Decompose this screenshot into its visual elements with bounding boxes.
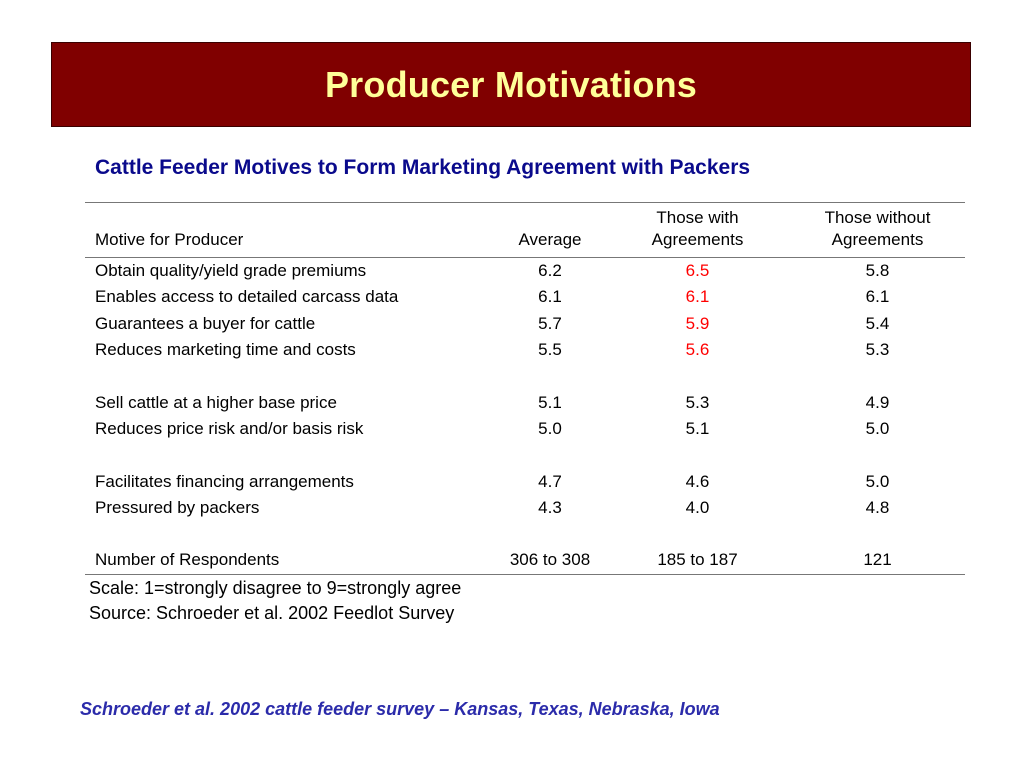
respondents-row: Number of Respondents 306 to 308 185 to … (85, 547, 965, 575)
average-cell: 6.1 (538, 287, 562, 307)
average-cell: 4.7 (538, 471, 562, 491)
without-agreements-cell: 4.8 (865, 497, 890, 517)
header-without-agreements: Those without Agreements (790, 203, 965, 258)
header-with-line2: Agreements (651, 230, 744, 249)
footer-citation: Schroeder et al. 2002 cattle feeder surv… (80, 699, 720, 719)
average-cell: 306 to 308 (509, 550, 591, 570)
header-row: Motive for Producer Average Those with A… (85, 202, 965, 258)
header-without-line1: Those without (824, 208, 931, 227)
slide-title: Producer Motivations (324, 63, 698, 105)
spacer-row (85, 442, 965, 468)
title-bar: Producer Motivations (51, 42, 971, 127)
header-average: Average (518, 230, 582, 249)
table-row: Guarantees a buyer for cattle 5.7 5.9 5.… (85, 311, 965, 337)
with-agreements-cell: 4.0 (685, 497, 710, 517)
spacer-row (85, 363, 965, 389)
motive-cell: Enables access to detailed carcass data (95, 287, 399, 307)
motive-cell: Obtain quality/yield grade premiums (95, 261, 367, 281)
without-agreements-cell: 121 (863, 550, 892, 570)
source-note: Source: Schroeder et al. 2002 Feedlot Su… (89, 603, 455, 623)
with-agreements-cell: 5.1 (685, 418, 710, 438)
header-motive: Motive for Producer (95, 230, 244, 249)
table-body: Obtain quality/yield grade premiums 6.2 … (85, 258, 965, 575)
motive-cell: Sell cattle at a higher base price (95, 392, 337, 412)
table-row: Reduces price risk and/or basis risk 5.0… (85, 416, 965, 442)
without-agreements-cell: 5.0 (865, 418, 890, 438)
table-notes: Scale: 1=strongly disagree to 9=strongly… (89, 576, 461, 626)
without-agreements-cell: 4.9 (865, 392, 890, 412)
average-cell: 5.0 (538, 418, 562, 438)
table-row: Reduces marketing time and costs 5.5 5.6… (85, 337, 965, 363)
average-cell: 6.2 (538, 261, 562, 281)
table-row: Facilitates financing arrangements 4.7 4… (85, 468, 965, 494)
header-with-line1: Those with (656, 208, 739, 227)
without-agreements-cell: 6.1 (865, 287, 890, 307)
motives-table-container: Motive for Producer Average Those with A… (85, 202, 965, 575)
with-agreements-cell: 5.9 (685, 313, 710, 333)
without-agreements-cell: 5.0 (865, 471, 890, 491)
average-cell: 5.7 (538, 313, 562, 333)
average-cell: 4.3 (538, 497, 562, 517)
with-agreements-cell: 6.5 (685, 261, 710, 281)
motive-cell: Guarantees a buyer for cattle (95, 313, 316, 333)
spacer-cell (85, 521, 965, 547)
without-agreements-cell: 5.3 (865, 340, 890, 360)
motive-cell: Reduces price risk and/or basis risk (95, 418, 364, 438)
table-header: Motive for Producer Average Those with A… (85, 202, 965, 258)
table-row: Sell cattle at a higher base price 5.1 5… (85, 389, 965, 415)
table-row: Enables access to detailed carcass data … (85, 284, 965, 310)
motive-cell: Facilitates financing arrangements (95, 471, 354, 491)
motives-table: Motive for Producer Average Those with A… (85, 202, 965, 575)
with-agreements-cell: 5.3 (685, 392, 710, 412)
table-row: Pressured by packers 4.3 4.0 4.8 (85, 495, 965, 521)
table-subtitle: Cattle Feeder Motives to Form Marketing … (95, 156, 751, 179)
spacer-row (85, 521, 965, 547)
header-without-line2: Agreements (831, 230, 924, 249)
without-agreements-cell: 5.8 (865, 261, 890, 281)
with-agreements-cell: 5.6 (685, 340, 710, 360)
scale-note: Scale: 1=strongly disagree to 9=strongly… (89, 578, 462, 598)
with-agreements-cell: 4.6 (685, 471, 710, 491)
with-agreements-cell: 6.1 (685, 287, 710, 307)
motive-cell: Pressured by packers (95, 497, 260, 517)
average-cell: 5.5 (538, 340, 562, 360)
spacer-cell (85, 442, 965, 468)
without-agreements-cell: 5.4 (865, 313, 890, 333)
average-cell: 5.1 (538, 392, 562, 412)
motive-cell: Reduces marketing time and costs (95, 340, 356, 360)
with-agreements-cell: 185 to 187 (657, 550, 738, 570)
header-with-agreements: Those with Agreements (605, 203, 790, 258)
table-row: Obtain quality/yield grade premiums 6.2 … (85, 258, 965, 285)
motive-cell: Number of Respondents (95, 550, 280, 570)
spacer-cell (85, 363, 965, 389)
